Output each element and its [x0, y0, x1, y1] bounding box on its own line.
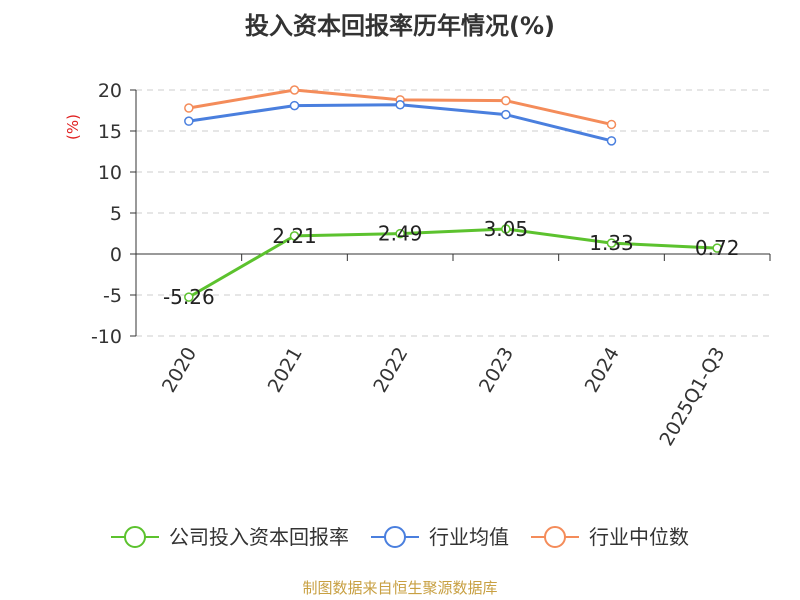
data-labels: -5.26 2.21 2.49 3.05 1.33 0.72: [163, 217, 739, 309]
data-point: [606, 238, 617, 248]
source-note: 制图数据来自恒生聚源数据库: [302, 579, 498, 597]
data-point: [184, 116, 194, 126]
y-tick-label: 10: [98, 162, 122, 184]
x-tick-label: 2021: [264, 344, 307, 397]
data-point: [606, 119, 617, 130]
data-label: 2.21: [272, 224, 317, 248]
x-tick-label: 2020: [158, 344, 201, 397]
grid-lines: [136, 89, 770, 337]
data-label: 0.72: [695, 236, 740, 260]
legend-label: 行业均值: [429, 525, 509, 549]
data-point: [184, 103, 194, 113]
legend-swatch-circle: [384, 526, 406, 548]
data-label: 1.33: [589, 231, 634, 255]
data-point: [501, 224, 511, 234]
y-tick-label: 15: [98, 121, 122, 143]
legend-swatch-circle: [124, 526, 146, 548]
legend-item: 行业均值: [371, 525, 509, 549]
data-point: [395, 228, 405, 239]
data-point: [289, 100, 300, 111]
legend-label: 公司投入资本回报率: [169, 525, 349, 549]
chart-title: 投入资本回报率历年情况(%): [245, 12, 555, 40]
y-axis-label: (%): [64, 114, 82, 140]
data-point: [606, 136, 617, 146]
data-label: 3.05: [484, 217, 529, 241]
x-tick-label: 2024: [581, 344, 624, 397]
series: [184, 85, 722, 302]
data-point: [289, 231, 300, 241]
data-point: [395, 100, 405, 110]
legend-item: 行业中位数: [531, 525, 689, 549]
legend-label: 行业中位数: [589, 525, 689, 549]
series-line: [188, 227, 718, 299]
x-tick-label: 2022: [369, 344, 412, 397]
legend: 公司投入资本回报率 行业均值 行业中位数: [111, 525, 689, 549]
y-tick-labels: 20 15 10 5 0 -5 -10: [91, 80, 122, 348]
data-point: [289, 85, 300, 95]
x-tick-labels: 2020 2021 2022 2023 2024 2025Q1-Q3: [158, 344, 730, 450]
y-tick-label: 20: [98, 80, 122, 102]
data-point: [184, 292, 194, 302]
x-tick-label: 2023: [475, 344, 518, 397]
y-tick-label: -5: [103, 285, 122, 307]
data-point: [501, 95, 511, 106]
y-tick-label: 5: [110, 203, 122, 225]
y-tick-label: -10: [91, 326, 122, 348]
data-label: -5.26: [163, 285, 215, 309]
legend-item: 公司投入资本回报率: [111, 525, 349, 549]
y-tick-label: 0: [110, 244, 122, 266]
axes: [130, 89, 771, 337]
data-label: 2.49: [378, 222, 423, 246]
legend-swatch-circle: [544, 526, 566, 548]
x-tick-label: 2025Q1-Q3: [655, 344, 729, 450]
data-point: [501, 109, 511, 120]
data-point: [712, 243, 722, 253]
